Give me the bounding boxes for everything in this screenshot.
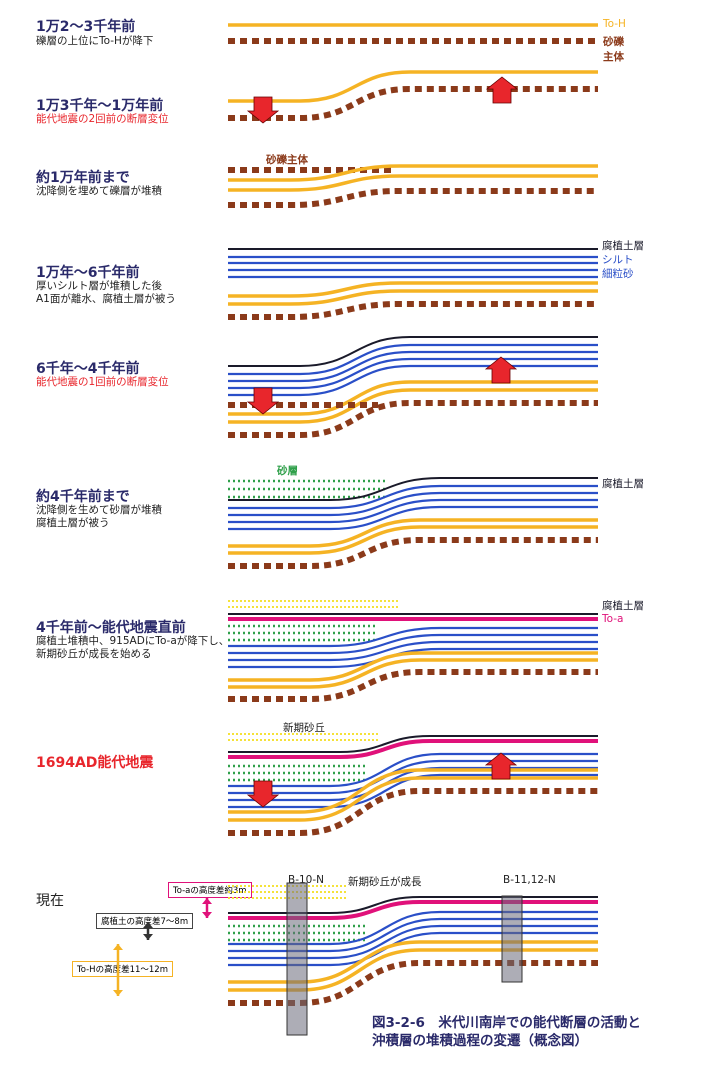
toh-height-arrow-head-up xyxy=(113,944,123,950)
stage8-down-arrow xyxy=(246,780,280,808)
stage2-gravel-line xyxy=(228,86,598,121)
label-fine-sand: 細粒砂 xyxy=(602,268,634,280)
stage7-silt-line-0 xyxy=(228,626,598,648)
humus-height-arrow-head-down xyxy=(143,934,153,940)
stage-4-desc-2: A1面が離水、腐植土層が被う xyxy=(36,293,176,305)
stage6-gravel-line xyxy=(228,537,598,569)
stage8-up-arrow xyxy=(484,752,518,780)
figure-caption: 図3-2-6 米代川南岸での能代断層の活動と 沖積層の堆積過程の変遷（概念図） xyxy=(372,1014,641,1050)
stage7-silt-line-1 xyxy=(228,633,598,655)
stage5-up-arrow xyxy=(484,356,518,384)
stage4-to-h-upper xyxy=(228,281,598,298)
stage-6-title: 約4千年前まで xyxy=(36,489,130,505)
label-gravel-2: 主体 xyxy=(603,51,624,63)
stage6-silt-line-3 xyxy=(228,505,598,531)
label-new-dune-growth: 新期砂丘が成長 xyxy=(348,876,422,888)
label-humus: 腐植土層 xyxy=(602,240,644,252)
stage8-gravel-line xyxy=(228,788,598,836)
stage6-to-h-upper xyxy=(228,518,598,548)
stage8-to-a-line xyxy=(228,739,598,759)
stage6-humus-line xyxy=(228,477,598,501)
stage-4-desc-1: 厚いシルト層が堆積した後 xyxy=(36,280,162,292)
stage9-to-a-line xyxy=(228,900,598,920)
label-to-a: To-a xyxy=(602,613,624,625)
stage2-down-arrow xyxy=(246,96,280,124)
label-to-h: To-H xyxy=(603,18,626,30)
stage-7-title: 4千年前〜能代地震直前 xyxy=(36,620,186,636)
stage-3-title: 約1万年前まで xyxy=(36,170,130,186)
stage2-up-arrow xyxy=(485,76,519,104)
stage8-to-h-upper xyxy=(228,768,598,814)
stage7-to-h-upper xyxy=(228,651,598,682)
stage9-silt-line-0 xyxy=(228,910,598,946)
stage5-to-h-upper xyxy=(228,380,598,416)
label-b11: B-11,12-N xyxy=(503,874,556,886)
stage-2-desc: 能代地震の2回前の断層変位 xyxy=(36,113,169,125)
stage5-down-arrow xyxy=(246,387,280,415)
stage5-silt-line-1 xyxy=(228,350,598,383)
stage4-to-h-line xyxy=(228,289,598,306)
stage5-silt-line-2 xyxy=(228,357,598,390)
stage-5-title: 6千年〜4千年前 xyxy=(36,361,140,377)
stage9-silt-line-2 xyxy=(228,924,598,960)
stage6-silt-line-0 xyxy=(228,484,598,510)
stage5-gravel-line xyxy=(228,400,598,438)
label-new-dune: 新期砂丘 xyxy=(283,722,325,734)
caption-line-2: 沖積層の堆積過程の変遷（概念図） xyxy=(372,1033,588,1049)
stage9-to-h-upper xyxy=(228,940,598,984)
stage7-gravel-line xyxy=(228,669,598,702)
toa-height-arrow-head-up xyxy=(202,898,212,904)
caption-line-1: 図3-2-6 米代川南岸での能代断層の活動と xyxy=(372,1015,641,1031)
humus-height-box: 腐植土の高度差7〜8m xyxy=(96,913,194,929)
label-gravel-1: 砂礫 xyxy=(603,36,624,48)
toh-height-box: To-Hの高度差11〜12m xyxy=(72,961,173,977)
toa-height-arrow-head-down xyxy=(202,912,212,918)
borehole-b11 xyxy=(501,895,523,983)
stage6-silt-line-2 xyxy=(228,498,598,524)
stage-2-title: 1万3千年〜1万年前 xyxy=(36,98,164,114)
stage6-to-h-line xyxy=(228,525,598,555)
stage-1-title: 1万2〜3千年前 xyxy=(36,19,136,35)
stage-9-title: 現在 xyxy=(36,893,64,909)
stage3-to-h-line xyxy=(228,174,598,192)
stage6-silt-line-1 xyxy=(228,491,598,517)
stage7-to-h-line xyxy=(228,658,598,689)
stage9-silt-line-1 xyxy=(228,917,598,953)
stage3-gravel-line xyxy=(228,188,598,208)
stage3-to-h-upper xyxy=(228,164,598,182)
stage-6-desc-1: 沈降側を生めて砂層が堆積 xyxy=(36,504,162,516)
stage8-silt-line-0 xyxy=(228,752,598,788)
label-silt: シルト xyxy=(602,254,634,266)
stage-8-title: 1694AD能代地震 xyxy=(36,755,154,771)
stage9-gravel-line xyxy=(228,960,598,1006)
stage-5-desc: 能代地震の1回前の断層変位 xyxy=(36,376,169,388)
stage8-silt-line-3 xyxy=(228,773,598,809)
stage-6-desc-2: 腐植土層が被う xyxy=(36,517,110,529)
stage5-silt-line-3 xyxy=(228,364,598,397)
stage9-to-h-line xyxy=(228,948,598,992)
stage5-humus-line xyxy=(228,336,598,367)
toa-height-box: To-aの高度差約3m xyxy=(168,882,252,898)
stage2-to-h-line xyxy=(228,70,598,103)
label-gravel-inline: 砂礫主体 xyxy=(266,154,308,166)
label-humus-2: 腐植土層 xyxy=(602,478,644,490)
stage-7-desc-1: 腐植土堆積中、915ADにTo-aが降下し、 xyxy=(36,635,230,647)
stage8-humus-line xyxy=(228,735,598,753)
borehole-b10 xyxy=(286,882,308,1036)
stage9-humus-line xyxy=(228,896,598,914)
stage-4-title: 1万年〜6千年前 xyxy=(36,265,140,281)
stage7-silt-line-2 xyxy=(228,640,598,662)
toh-height-arrow-head-down xyxy=(113,990,123,996)
label-sand-layer: 砂層 xyxy=(277,465,298,477)
stage4-gravel-line xyxy=(228,301,598,320)
label-humus-3: 腐植土層 xyxy=(602,600,644,612)
stage-7-desc-2: 新期砂丘が成長を始める xyxy=(36,648,152,660)
stage8-to-h-line xyxy=(228,776,598,822)
stage-1-desc: 礫層の上位にTo-Hが降下 xyxy=(36,35,154,47)
humus-height-arrow-head-up xyxy=(143,922,153,928)
stage5-silt-line-0 xyxy=(228,343,598,376)
stage-3-desc: 沈降側を埋めて礫層が堆積 xyxy=(36,185,162,197)
